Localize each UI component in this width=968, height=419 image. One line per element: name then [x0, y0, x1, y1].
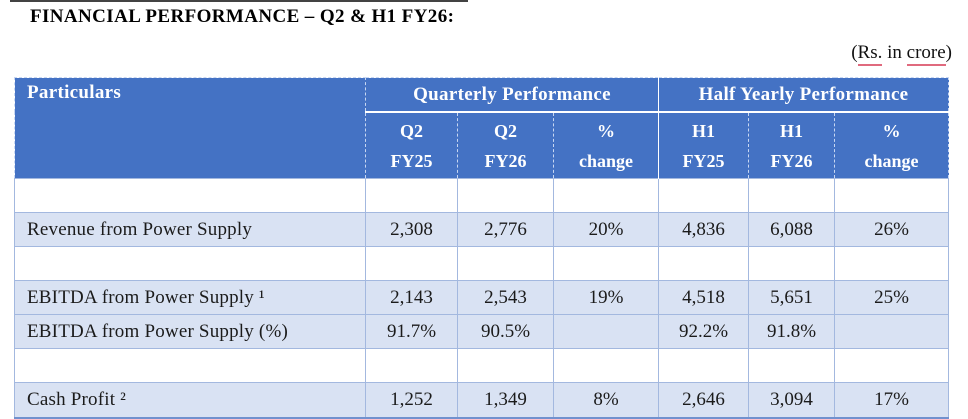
header-line: FY25 [682, 150, 725, 171]
cell-value: 26% [834, 212, 949, 247]
cell-label [14, 246, 366, 281]
cell-value [834, 314, 949, 349]
cell-label [14, 178, 366, 213]
cell-value [834, 348, 949, 383]
cell-value [553, 246, 659, 281]
header-sub-row: Q2 FY25 Q2 FY26 % change H1 FY25 H1 FY26 % cha… [15, 111, 949, 179]
cell-label: EBITDA from Power Supply (%) [14, 314, 366, 349]
header-line: % [882, 120, 901, 141]
cell-value: 2,308 [365, 212, 458, 247]
cell-value [834, 246, 949, 281]
unit-note-crore: crore [906, 42, 946, 66]
cell-value: 4,836 [658, 212, 749, 247]
table-header: Particulars Quarterly Performance Half Y… [14, 77, 949, 179]
header-line: FY25 [390, 150, 433, 171]
financial-performance-table: Particulars Quarterly Performance Half Y… [14, 77, 949, 419]
crop-artifact-line [10, 0, 468, 2]
cell-value [457, 246, 554, 281]
header-group-quarterly: Quarterly Performance [365, 77, 659, 113]
table-row-ebitda: EBITDA from Power Supply ¹ 2,143 2,543 1… [14, 280, 949, 315]
unit-note-open: ( [851, 42, 858, 63]
header-line: Q2 [493, 120, 517, 141]
cell-label [14, 348, 366, 383]
table-row-revenue: Revenue from Power Supply 2,308 2,776 20… [14, 212, 949, 247]
cell-value: 6,088 [748, 212, 835, 247]
cell-value [457, 348, 554, 383]
cell-label: Cash Profit ² [14, 382, 366, 419]
table-row-ebitda-pct: EBITDA from Power Supply (%) 91.7% 90.5%… [14, 314, 949, 349]
cell-value [553, 178, 659, 213]
cell-value: 1,349 [457, 382, 554, 419]
cell-label: Revenue from Power Supply [14, 212, 366, 247]
header-particulars: Particulars [14, 77, 366, 179]
header-line: change [864, 150, 919, 171]
header-q2-fy25: Q2 FY25 [365, 111, 458, 179]
cell-value [748, 348, 835, 383]
header-line: Q2 [399, 120, 423, 141]
header-h-pct-change: % change [834, 111, 949, 179]
unit-note-middle: in [882, 42, 907, 63]
header-h1-fy26: H1 FY26 [748, 111, 835, 179]
header-q2-fy26: Q2 FY26 [457, 111, 554, 179]
cell-value [553, 314, 659, 349]
cell-value [658, 246, 749, 281]
unit-note-close: ) [945, 42, 952, 63]
header-line: H1 [691, 120, 715, 141]
cell-label: EBITDA from Power Supply ¹ [14, 280, 366, 315]
cell-value: 2,143 [365, 280, 458, 315]
cell-value: 1,252 [365, 382, 458, 419]
header-q-pct-change: % change [553, 111, 659, 179]
page-title: FINANCIAL PERFORMANCE – Q2 & H1 FY26: [30, 6, 455, 27]
table-row-cash-profit: Cash Profit ² 1,252 1,349 8% 2,646 3,094… [14, 382, 949, 419]
unit-note-rs: Rs. [857, 42, 883, 66]
header-line: FY26 [484, 150, 527, 171]
table-body: Revenue from Power Supply 2,308 2,776 20… [14, 178, 949, 419]
cell-value [658, 178, 749, 213]
cell-value [553, 348, 659, 383]
cell-value [748, 246, 835, 281]
table-row-empty [14, 246, 949, 281]
cell-value: 3,094 [748, 382, 835, 419]
cell-value: 91.8% [748, 314, 835, 349]
cell-value: 2,646 [658, 382, 749, 419]
cell-value [365, 178, 458, 213]
cell-value: 91.7% [365, 314, 458, 349]
cell-value [748, 178, 835, 213]
cell-value [834, 178, 949, 213]
cell-value: 2,543 [457, 280, 554, 315]
cell-value [365, 348, 458, 383]
cell-value: 2,776 [457, 212, 554, 247]
header-group-half-yearly: Half Yearly Performance [658, 77, 949, 113]
cell-value: 19% [553, 280, 659, 315]
cell-value: 92.2% [658, 314, 749, 349]
cell-value [365, 246, 458, 281]
header-h1-fy25: H1 FY25 [658, 111, 749, 179]
header-line: H1 [779, 120, 803, 141]
header-group-row: Particulars Quarterly Performance Half Y… [14, 77, 949, 179]
cell-value: 8% [553, 382, 659, 419]
cell-value: 20% [553, 212, 659, 247]
cell-value: 4,518 [658, 280, 749, 315]
cell-value: 5,651 [748, 280, 835, 315]
table-row-empty [14, 348, 949, 383]
cell-value: 17% [834, 382, 949, 419]
cell-value: 90.5% [457, 314, 554, 349]
header-line: change [579, 150, 633, 171]
cell-value [658, 348, 749, 383]
unit-note: (Rs. in crore) [851, 42, 952, 66]
cell-value [457, 178, 554, 213]
header-line: FY26 [770, 150, 813, 171]
cell-value: 25% [834, 280, 949, 315]
header-line: % [597, 120, 615, 141]
table-row-empty [14, 178, 949, 213]
